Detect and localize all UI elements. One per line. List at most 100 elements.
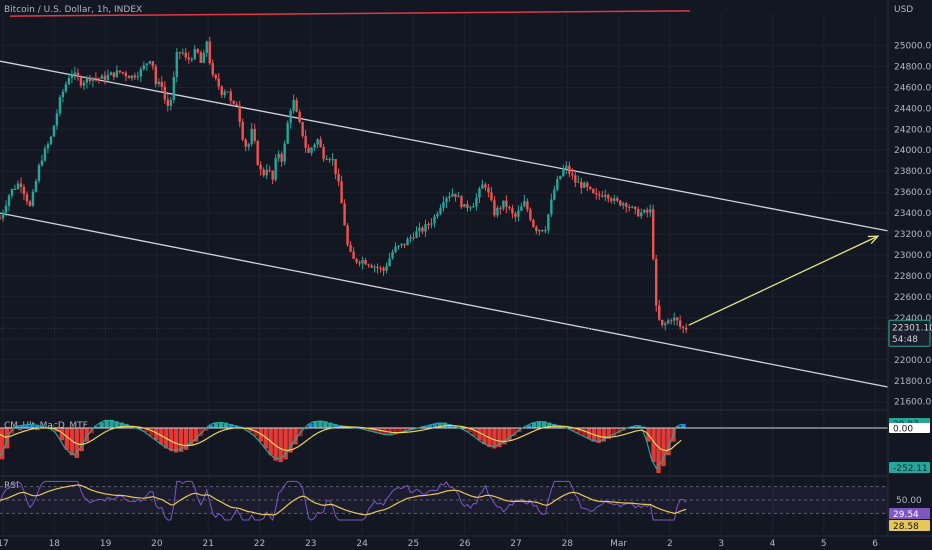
macd-zero-tag-bg	[889, 423, 930, 433]
macd-histogram-bar	[472, 428, 477, 437]
candle-body	[406, 238, 409, 246]
candle-body	[619, 200, 622, 206]
last-price-tag-bg	[888, 319, 931, 347]
candle-body	[31, 191, 35, 206]
macd-indicator-label[interactable]: CM_Ult_MacD_MTF	[4, 421, 88, 431]
candle-body	[181, 52, 184, 54]
macd-histogram-bar	[437, 422, 442, 428]
candle-body	[430, 223, 433, 225]
candle-body	[85, 77, 89, 83]
price-tick-label: 23600.00	[894, 188, 932, 198]
candle-body	[238, 105, 241, 122]
macd-histogram-bar	[586, 428, 592, 439]
candle-body	[415, 231, 418, 238]
time-tick-label: 21	[202, 539, 213, 549]
macd-histogram-bar	[328, 422, 333, 428]
macd-histogram-bar	[278, 428, 283, 463]
macd-histogram-bar	[198, 428, 204, 437]
macd-histogram-bar	[666, 428, 671, 456]
macd-histogram-bar	[571, 428, 577, 431]
candle-body	[136, 76, 140, 78]
price-tick-label: 24800.00	[894, 62, 932, 72]
candle-body	[274, 158, 277, 180]
candle-body	[13, 189, 17, 191]
macd-histogram-bar	[676, 426, 681, 428]
macd-histogram-bar	[94, 426, 99, 428]
price-tick-label: 23200.00	[894, 230, 932, 240]
candle-body	[475, 197, 478, 207]
macd-histogram-bar	[313, 421, 318, 428]
macd-histogram-bar	[139, 428, 144, 430]
macd-signal-tag: -252.11	[893, 464, 928, 474]
candle-body	[166, 99, 169, 106]
candle-body	[340, 181, 343, 204]
candle-body	[661, 319, 664, 326]
macd-histogram-bar	[333, 423, 338, 428]
candle-body	[370, 265, 373, 268]
projection-arrow-head	[867, 235, 880, 245]
macd-histogram-bar	[263, 428, 268, 449]
candle-body	[535, 226, 538, 232]
macd-histogram-bar	[64, 428, 70, 450]
macd-histogram-bar	[442, 422, 447, 428]
candle-body	[61, 91, 65, 98]
macd-histogram-bar	[213, 422, 219, 428]
candle-body	[307, 147, 310, 153]
candle-body	[298, 111, 301, 123]
macd-histogram-bar	[228, 423, 234, 428]
candle-body	[601, 195, 604, 197]
candle-body	[532, 219, 535, 227]
candle-body	[478, 188, 481, 198]
candle-body	[253, 128, 256, 142]
macd-histogram-bar	[482, 428, 487, 445]
time-tick-label: 17	[0, 539, 9, 549]
time-tick-label: 6	[872, 539, 878, 549]
candle-body	[385, 266, 388, 271]
price-tick-label: 23800.00	[894, 167, 932, 177]
candle-body	[439, 207, 442, 214]
macd-histogram-bar	[631, 426, 636, 428]
macd-histogram-bar	[661, 428, 666, 467]
candle-body	[499, 207, 502, 209]
macd-histogram-bar	[253, 428, 258, 437]
candle-body	[157, 81, 161, 85]
candle-body	[517, 210, 520, 217]
candle-body	[280, 153, 283, 162]
macd-histogram-bar	[308, 423, 313, 428]
macd-histogram-bar	[532, 422, 537, 428]
candle-body	[355, 258, 358, 263]
macd-histogram-bar	[288, 428, 293, 453]
candle-body	[589, 186, 592, 190]
candle-body	[196, 49, 199, 53]
candle-body	[121, 72, 125, 74]
candle-body	[379, 267, 382, 269]
candle-body	[640, 212, 643, 217]
rsi-line	[0, 480, 687, 522]
channel-lower-line	[0, 212, 889, 388]
candle-body	[367, 264, 370, 266]
macd-histogram-bar	[223, 422, 229, 428]
macd-histogram-bar	[397, 428, 403, 434]
macd-histogram-bar	[4, 428, 10, 449]
projection-arrow-line	[688, 235, 879, 326]
macd-signal-tag-bg	[889, 462, 930, 473]
rsi-indicator-label[interactable]: RSI	[4, 481, 19, 491]
candle-body	[469, 207, 472, 209]
candle-body	[421, 227, 424, 232]
candle-body	[448, 196, 451, 198]
candle-body	[295, 100, 298, 112]
candle-body	[493, 200, 496, 216]
candle-body	[544, 229, 547, 232]
macd-histogram-bar	[656, 428, 661, 473]
last-price-tag: 22301.10	[892, 324, 932, 334]
price-tick-label: 25000.00	[894, 41, 932, 51]
macd-histogram-bar	[507, 428, 512, 441]
macd-histogram-bar	[0, 428, 5, 460]
candle-body	[553, 189, 556, 200]
time-tick-label: 2	[667, 539, 673, 549]
candle-body	[37, 165, 41, 181]
descending-channel[interactable]	[0, 10, 889, 388]
candle-body	[442, 202, 445, 208]
candle-body	[244, 139, 247, 147]
